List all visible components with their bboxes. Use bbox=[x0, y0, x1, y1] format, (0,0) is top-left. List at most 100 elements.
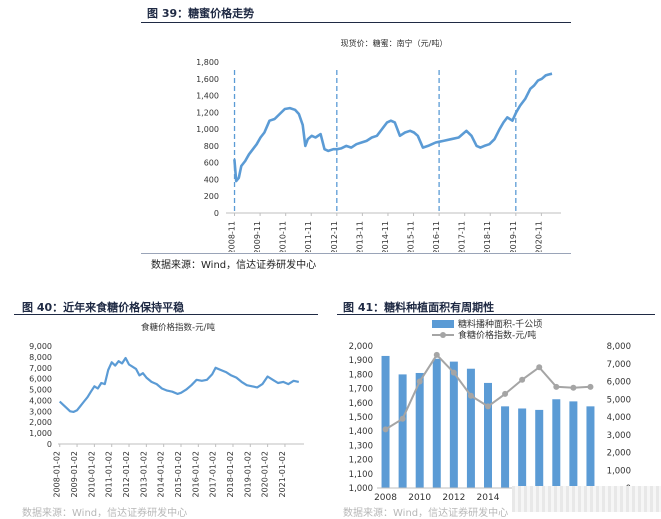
y-left-tick-label: 1,700 bbox=[349, 385, 373, 395]
y-tick-label: 1,600 bbox=[196, 75, 219, 84]
x-tick-label: 2021-01-02 bbox=[278, 451, 287, 498]
x-tick-label: 2010-11 bbox=[279, 221, 288, 252]
x-tick-label: 2016-01-02 bbox=[191, 451, 200, 498]
y-tick-label: 5,000 bbox=[29, 386, 52, 395]
x-tick-label: 2010 bbox=[408, 493, 431, 503]
y-tick-label: 400 bbox=[204, 175, 219, 184]
y-tick-label: 0 bbox=[47, 440, 52, 449]
area-bar bbox=[518, 408, 527, 488]
y-left-tick-label: 1,900 bbox=[349, 356, 373, 366]
price-index-marker bbox=[433, 351, 440, 358]
y-left-tick-label: 1,000 bbox=[349, 484, 373, 494]
y-right-tick-label: 5,000 bbox=[607, 395, 631, 405]
price-index-marker bbox=[570, 384, 577, 391]
legend-label-line: 食糖价格指数-元/吨 bbox=[458, 329, 536, 341]
y-tick-label: 3,000 bbox=[29, 407, 52, 416]
x-tick-label: 2008 bbox=[374, 493, 397, 503]
y-tick-label: 1,800 bbox=[196, 58, 219, 67]
chart-39-molasses-price: 现货价：糖蜜：南宁（元/吨） 0 200 400 600 800 1,000 1,200 1,4… bbox=[196, 38, 561, 252]
x-tick-label: 2013-01-02 bbox=[139, 451, 148, 498]
x-tick-label: 2009-11 bbox=[253, 221, 262, 252]
y-tick-label: 6,000 bbox=[29, 375, 52, 384]
x-tick-label: 2014-01-02 bbox=[157, 451, 166, 498]
area-bar bbox=[484, 382, 492, 488]
y-tick-label: 600 bbox=[204, 159, 219, 168]
y-tick-label: 1,000 bbox=[29, 429, 52, 438]
figure-39-source: 数据来源：Wind，信达证券研发中心 bbox=[151, 260, 317, 271]
y-left-tick-label: 1,100 bbox=[349, 470, 373, 480]
x-tick-label: 2020-11 bbox=[534, 221, 543, 252]
price-index-marker bbox=[519, 376, 526, 383]
area-bar bbox=[569, 401, 578, 488]
y-left-tick-label: 1,300 bbox=[349, 441, 373, 451]
price-index-marker bbox=[382, 426, 389, 433]
legend-label-bar: 糖料播种面积-千公顷 bbox=[458, 318, 542, 330]
figure-40-title: 图 40：近年来食糖价格保持平稳 bbox=[22, 301, 185, 314]
area-bar bbox=[449, 361, 458, 488]
chart-39-title: 现货价：糖蜜：南宁（元/吨） bbox=[341, 38, 448, 48]
area-bar bbox=[432, 358, 441, 488]
y-tick-label: 1,200 bbox=[196, 108, 219, 117]
x-tick-label: 2019-01-02 bbox=[243, 451, 252, 498]
x-tick-label: 2010-01-02 bbox=[87, 451, 96, 498]
figure-41-top-rule bbox=[337, 314, 655, 315]
y-left-tick-label: 1,800 bbox=[349, 370, 373, 380]
price-index-marker bbox=[536, 364, 543, 371]
x-tick-label: 2011-01-02 bbox=[105, 451, 114, 498]
x-tick-label: 2014-11 bbox=[381, 221, 390, 252]
y-right-tick-label: 8,000 bbox=[607, 342, 631, 352]
price-index-marker bbox=[553, 383, 560, 390]
x-tick-label: 2014 bbox=[477, 493, 500, 503]
x-tick-label: 2018-11 bbox=[483, 221, 492, 252]
y-left-tick-label: 2,000 bbox=[349, 342, 373, 352]
figure-39-top-rule bbox=[141, 22, 571, 23]
y-right-tick-label: 3,000 bbox=[607, 431, 631, 441]
x-tick-label: 2012 bbox=[442, 493, 465, 503]
y-tick-label: 2,000 bbox=[29, 418, 52, 427]
price-index-marker bbox=[450, 369, 457, 376]
price-index-marker bbox=[399, 415, 406, 422]
x-tick-label: 2011-11 bbox=[304, 221, 313, 252]
x-tick-label: 2018-01-02 bbox=[226, 451, 235, 498]
y-left-tick-label: 1,500 bbox=[349, 413, 373, 423]
sugar-price-line bbox=[58, 356, 300, 414]
y-right-tick-label: 1,000 bbox=[607, 466, 631, 476]
figure-41-title: 图 41：糖料种植面积有周期性 bbox=[343, 301, 495, 314]
figure-39-bottom-rule bbox=[141, 253, 571, 254]
figure-39-title: 图 39：糖蜜价格走势 bbox=[147, 7, 255, 20]
y-left-tick-label: 1,400 bbox=[349, 427, 373, 437]
y-right-tick-label: 4,000 bbox=[607, 413, 631, 423]
x-tick-label: 2008-01-02 bbox=[53, 451, 62, 498]
x-tick-label: 2012-01-02 bbox=[122, 451, 131, 498]
molasses-price-line bbox=[233, 72, 553, 183]
y-tick-label: 7,000 bbox=[29, 364, 52, 373]
area-bar bbox=[398, 374, 407, 488]
x-tick-label: 2017-11 bbox=[458, 221, 467, 252]
x-tick-label: 2017-01-02 bbox=[209, 451, 218, 498]
y-right-tick-label: 6,000 bbox=[607, 378, 631, 388]
area-bar bbox=[466, 368, 475, 488]
redaction-noise bbox=[512, 486, 661, 512]
y-tick-label: 4,000 bbox=[29, 396, 52, 405]
x-tick-label: 2015-01-02 bbox=[174, 451, 183, 498]
area-bar bbox=[381, 355, 390, 488]
legend-swatch-marker bbox=[440, 332, 446, 338]
x-tick-label: 2012-11 bbox=[330, 221, 339, 252]
y-tick-label: 1,400 bbox=[196, 92, 219, 101]
y-right-tick-label: 7,000 bbox=[607, 360, 631, 370]
price-index-marker bbox=[587, 383, 594, 390]
chart-40-series-label: 食糖价格指数-元/吨 bbox=[141, 322, 215, 333]
x-tick-label: 2016-11 bbox=[432, 221, 441, 252]
y-tick-label: 9,000 bbox=[29, 342, 52, 351]
x-tick-label: 2008-11 bbox=[228, 221, 237, 252]
area-bar bbox=[552, 399, 561, 488]
x-tick-label: 2019-11 bbox=[509, 221, 518, 252]
price-index-marker bbox=[416, 378, 423, 385]
figure-40-top-rule bbox=[14, 314, 318, 315]
y-tick-label: 800 bbox=[204, 142, 219, 151]
area-bar bbox=[535, 409, 544, 488]
area-bar bbox=[586, 406, 595, 488]
price-index-marker bbox=[485, 403, 491, 410]
y-tick-label: 8,000 bbox=[29, 353, 52, 362]
